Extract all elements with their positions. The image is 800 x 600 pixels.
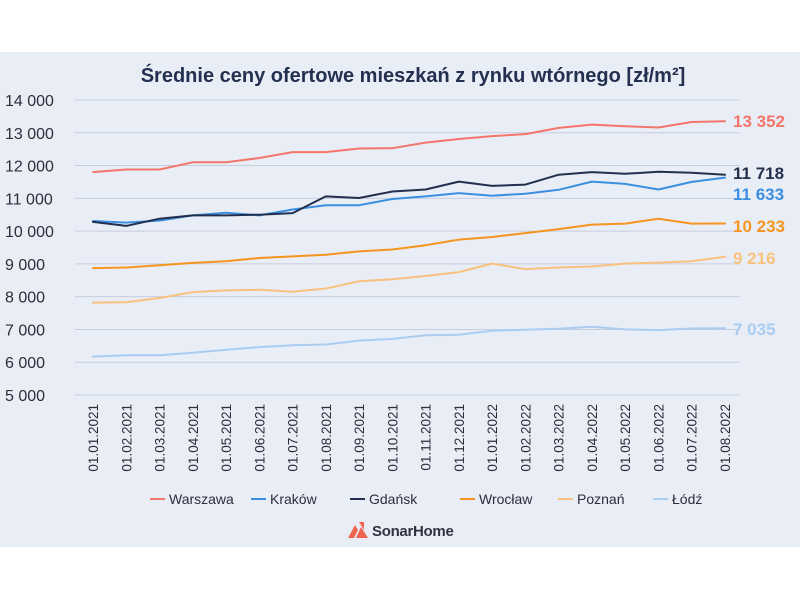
brand-name: SonarHome bbox=[372, 523, 454, 540]
y-tick-label: 13 000 bbox=[5, 126, 54, 143]
x-tick-label: 01.01.2021 bbox=[86, 404, 101, 472]
series-line-wrocław bbox=[92, 217, 726, 270]
y-tick-label: 9 000 bbox=[5, 257, 45, 274]
x-tick-label: 01.07.2022 bbox=[685, 404, 700, 472]
x-axis-ticks: 01.01.2021 01.02.2021 01.03.2021 01.04.2021… bbox=[86, 404, 733, 472]
legend-item: Łódź bbox=[653, 491, 702, 507]
x-tick-label: 01.10.2021 bbox=[385, 404, 400, 472]
y-tick-label: 8 000 bbox=[5, 290, 45, 307]
legend-label: Wrocław bbox=[479, 491, 533, 507]
legend-item: Warszawa bbox=[150, 491, 234, 507]
end-value-label: 13 352 bbox=[733, 112, 785, 131]
legend-item: Poznań bbox=[558, 491, 624, 507]
x-tick-label: 01.07.2021 bbox=[286, 404, 301, 472]
y-tick-label: 14 000 bbox=[5, 93, 54, 110]
chart-background bbox=[0, 52, 800, 547]
series-lines bbox=[92, 120, 726, 358]
x-tick-label: 01.03.2022 bbox=[552, 404, 567, 472]
y-tick-label: 5 000 bbox=[5, 388, 45, 405]
y-tick-label: 10 000 bbox=[5, 224, 54, 241]
x-tick-label: 01.01.2022 bbox=[485, 404, 500, 472]
x-tick-label: 01.06.2022 bbox=[651, 404, 666, 472]
brand-logo: SonarHome bbox=[348, 522, 454, 540]
legend-label: Gdańsk bbox=[369, 491, 418, 507]
x-tick-label: 01.08.2022 bbox=[718, 404, 733, 472]
legend: Warszawa Kraków Gdańsk Wrocław Poznań Łódź bbox=[150, 491, 702, 507]
x-tick-label: 01.04.2022 bbox=[585, 404, 600, 472]
y-tick-label: 12 000 bbox=[5, 159, 54, 176]
end-value-label: 11 718 bbox=[733, 164, 784, 183]
legend-item: Wrocław bbox=[460, 491, 533, 507]
series-line-poznań bbox=[92, 255, 726, 304]
sonarhome-logo-icon bbox=[348, 522, 368, 538]
legend-label: Kraków bbox=[270, 491, 318, 507]
end-labels: 13 352 11 633 11 718 10 233 9 216 7 035 bbox=[733, 112, 785, 339]
x-tick-label: 01.05.2021 bbox=[219, 404, 234, 472]
x-tick-label: 01.02.2022 bbox=[518, 404, 533, 472]
legend-item: Kraków bbox=[251, 491, 318, 507]
y-axis-ticks: 5 000 6 000 7 000 8 000 9 000 10 000 11 000 12 … bbox=[5, 93, 54, 405]
legend-label: Poznań bbox=[577, 491, 624, 507]
end-value-label: 10 233 bbox=[733, 217, 785, 236]
end-value-label: 7 035 bbox=[733, 320, 776, 339]
y-tick-label: 6 000 bbox=[5, 355, 45, 372]
x-tick-label: 01.09.2021 bbox=[352, 404, 367, 472]
end-value-label: 11 633 bbox=[733, 185, 784, 204]
x-tick-label: 01.05.2022 bbox=[618, 404, 633, 472]
x-tick-label: 01.11.2021 bbox=[419, 404, 434, 471]
y-tick-label: 7 000 bbox=[5, 322, 45, 339]
x-tick-label: 01.04.2021 bbox=[186, 404, 201, 472]
end-value-label: 9 216 bbox=[733, 249, 776, 268]
series-line-łódź bbox=[92, 325, 726, 358]
x-tick-label: 01.03.2021 bbox=[153, 404, 168, 472]
y-tick-label: 11 000 bbox=[5, 191, 53, 208]
x-tick-label: 01.02.2021 bbox=[119, 404, 134, 472]
legend-label: Łódź bbox=[672, 491, 702, 507]
x-tick-label: 01.08.2021 bbox=[319, 404, 334, 472]
chart-title: Średnie ceny ofertowe mieszkań z rynku w… bbox=[141, 63, 686, 87]
x-tick-label: 01.12.2021 bbox=[452, 404, 467, 472]
series-line-gdańsk bbox=[92, 170, 726, 227]
legend-label: Warszawa bbox=[169, 491, 234, 507]
x-tick-label: 01.06.2021 bbox=[252, 404, 267, 472]
legend-item: Gdańsk bbox=[350, 491, 418, 507]
gridlines bbox=[75, 99, 740, 396]
series-line-warszawa bbox=[92, 120, 726, 174]
